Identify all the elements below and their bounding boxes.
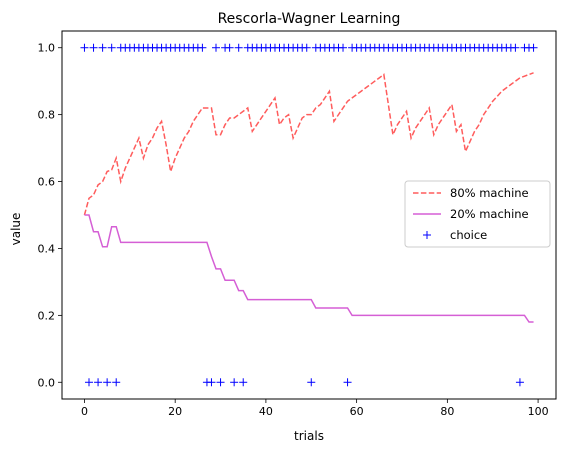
choice-marker <box>207 378 216 387</box>
choice-marker <box>94 378 103 387</box>
x-tick-label: 20 <box>168 405 182 418</box>
choice-marker <box>216 378 225 387</box>
x-tick-label: 60 <box>350 405 364 418</box>
choice-marker <box>212 43 221 52</box>
x-tick-label: 40 <box>259 405 273 418</box>
choice-marker <box>198 43 207 52</box>
series-80-machine-line <box>83 72 534 216</box>
choice-marker <box>515 378 524 387</box>
choice-marker <box>343 378 352 387</box>
choice-marker <box>239 378 248 387</box>
legend: 80% machine 20% machine choice <box>404 180 551 248</box>
legend-label: 80% machine <box>450 186 529 200</box>
choice-marker <box>307 378 316 387</box>
legend-item: 80% machine <box>413 186 529 200</box>
choice-marker <box>234 43 243 52</box>
choice-marker <box>89 43 98 52</box>
legend-item: 20% machine <box>413 207 529 221</box>
choice-marker <box>107 43 116 52</box>
choice-marker <box>80 43 89 52</box>
choice-marker <box>112 378 121 387</box>
y-tick-label: 0.6 <box>38 176 56 189</box>
y-tick-label: 1.0 <box>38 42 56 55</box>
series-layer <box>80 43 538 387</box>
choice-marker <box>225 43 234 52</box>
x-tick-label: 100 <box>528 405 549 418</box>
plot-frame <box>61 30 557 400</box>
legend-label: choice <box>450 228 487 242</box>
legend-label: 20% machine <box>450 207 529 221</box>
choice-marker <box>98 43 107 52</box>
choice-marker <box>529 43 538 52</box>
x-axis-label: trials <box>294 429 324 443</box>
choice-marker <box>230 378 239 387</box>
choice-marker <box>302 43 311 52</box>
y-tick-label: 0.2 <box>38 309 56 322</box>
choice-marker <box>339 43 348 52</box>
choice-marker <box>84 378 93 387</box>
choice-marker <box>511 43 520 52</box>
x-tick-label: 80 <box>440 405 454 418</box>
series-choice-markers <box>80 43 538 387</box>
x-tick-label: 0 <box>81 405 88 418</box>
series-20-machine-line <box>84 214 534 323</box>
legend-item: choice <box>423 228 487 242</box>
choice-marker <box>103 378 112 387</box>
axis-ticks: 0 20 40 60 80 100 0.0 0.2 0.4 0.6 0.8 1.0 <box>38 42 549 418</box>
chart-title: Rescorla-Wagner Learning <box>218 11 401 27</box>
y-tick-label: 0.0 <box>38 376 56 389</box>
y-tick-label: 0.4 <box>38 242 56 255</box>
y-tick-label: 0.8 <box>38 109 56 122</box>
legend-box <box>404 180 551 248</box>
y-axis-label: value <box>9 213 23 246</box>
